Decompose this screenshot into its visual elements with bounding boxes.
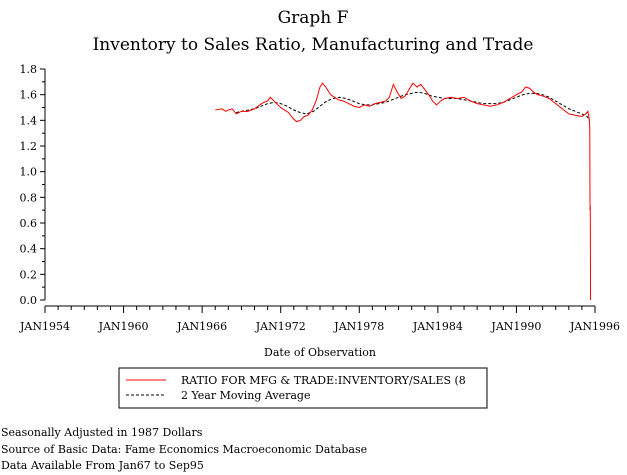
y-tick-label: 0.4 [20,243,38,256]
y-tick-label: 1.8 [20,63,38,76]
x-axis: JAN1954 JAN1960 JAN1966 JAN1972 JAN1978 JAN19… [19,305,620,333]
y-tick-label: 1.4 [20,114,38,127]
y-tick-label: 0.6 [20,217,38,230]
footnote-adjustment: Seasonally Adjusted in 1987 Dollars [1,426,203,439]
y-tick-label: 1.6 [20,89,38,102]
x-tick-label: JAN1960 [98,320,149,333]
series-line-moving-average [236,91,591,121]
y-tick-label: 0.8 [20,191,38,204]
x-tick-label: JAN1984 [412,320,463,333]
chart-title: Graph F [278,8,349,28]
y-axis: 0.0 0.2 0.4 0.6 0.8 1.0 1.2 1.4 1.6 1.8 [20,63,46,307]
y-tick-label: 1.2 [20,140,38,153]
y-tick-label: 1.0 [20,166,38,179]
series-line-ratio [215,82,592,301]
legend-entry-moving-average: 2 Year Moving Average [181,389,310,402]
plot-area [215,82,592,301]
y-tick-label: 0.0 [20,294,38,307]
x-axis-label: Date of Observation [264,346,376,359]
x-tick-label: JAN1978 [333,320,384,333]
x-tick-label: JAN1966 [176,320,227,333]
chart-subtitle: Inventory to Sales Ratio, Manufacturing … [93,35,534,55]
x-tick-label: JAN1996 [569,320,620,333]
x-tick-label: JAN1972 [255,320,306,333]
legend-box [118,367,488,409]
y-tick-label: 0.2 [20,268,38,281]
x-tick-label: JAN1990 [490,320,541,333]
x-tick-label: JAN1954 [19,320,70,333]
legend-entry-ratio: RATIO FOR MFG & TRADE:INVENTORY/SALES (8 [181,374,466,387]
legend: RATIO FOR MFG & TRADE:INVENTORY/SALES (8… [118,367,488,409]
footnote-source: Source of Basic Data: Fame Economics Mac… [1,443,368,456]
footnote-availability: Data Available From Jan67 to Sep95 [1,459,204,472]
